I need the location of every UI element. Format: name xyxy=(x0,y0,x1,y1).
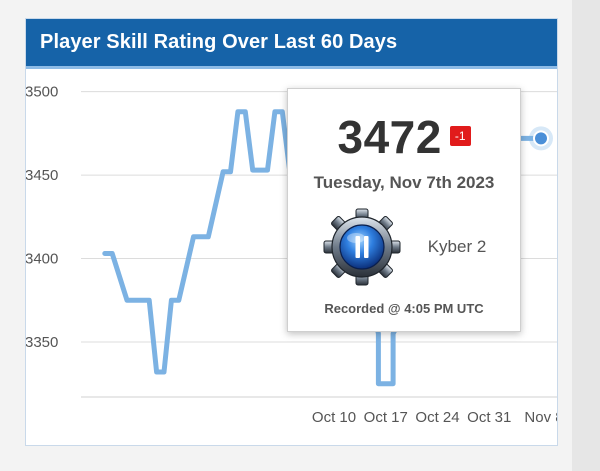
x-tick-label: Oct 17 xyxy=(364,409,408,426)
series-layer xyxy=(102,109,544,387)
page-background-strip xyxy=(572,0,600,471)
x-axis: Oct 10 Oct 17 Oct 24 Oct 31 Nov 8 xyxy=(312,409,558,426)
x-tick-label: Oct 10 xyxy=(312,409,356,426)
card-title: Player Skill Rating Over Last 60 Days xyxy=(40,31,398,53)
marker-layer xyxy=(529,126,553,151)
y-axis: 3350 3400 3450 3500 xyxy=(26,84,58,351)
tooltip-rank: Kyber 2 xyxy=(427,237,487,256)
x-tick-label: Nov 8 xyxy=(524,409,558,426)
y-tick-label: 3400 xyxy=(26,251,58,268)
tooltip-rating: 3472 xyxy=(337,111,442,163)
x-tick-label: Oct 24 xyxy=(415,409,459,426)
x-tick-label: Oct 31 xyxy=(467,409,511,426)
tooltip-date: Tuesday, Nov 7th 2023 xyxy=(313,173,495,192)
chart-tooltip: 3472 -1 Tuesday, Nov 7th 2023 xyxy=(287,88,521,332)
y-tick-label: 3350 xyxy=(26,334,58,351)
rating-change-badge: -1 xyxy=(449,126,471,146)
tooltip-recorded-time: Recorded @ 4:05 PM UTC xyxy=(324,301,484,316)
card-header: Player Skill Rating Over Last 60 Days xyxy=(26,19,557,69)
highlighted-point[interactable] xyxy=(533,130,549,147)
kyber-rank-badge-icon xyxy=(323,208,401,286)
series-line[interactable] xyxy=(102,109,544,387)
y-tick-label: 3450 xyxy=(26,167,58,184)
y-tick-label: 3500 xyxy=(26,84,58,101)
